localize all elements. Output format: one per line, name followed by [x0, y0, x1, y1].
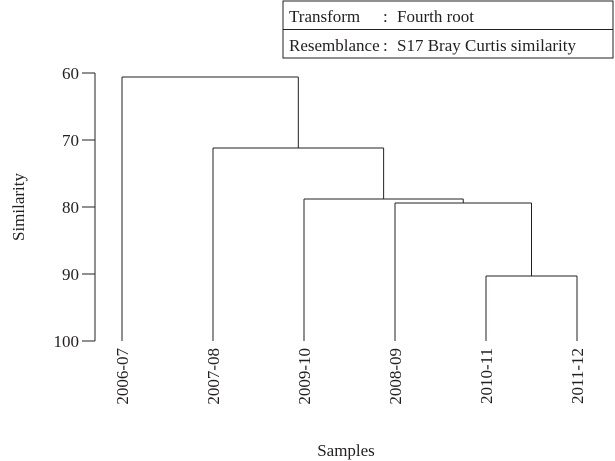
- y-tick-label: 80: [62, 198, 79, 217]
- legend-resemblance-value: S17 Bray Curtis similarity: [397, 36, 576, 55]
- leaf-labels: 2006-07 2007-08 2009-10 2008-09 2010-11 2011-…: [113, 348, 587, 405]
- y-axis-title: Similarity: [9, 173, 28, 242]
- y-tick-label: 90: [62, 265, 79, 284]
- legend-resemblance-key: Resemblance: [289, 36, 380, 55]
- y-tick-label: 100: [54, 332, 80, 351]
- leaf-label: 2007-08: [204, 348, 223, 405]
- legend-transform-key: Transform: [289, 7, 360, 26]
- legend-resemblance-separator: :: [383, 36, 388, 55]
- y-tick-label: 70: [62, 131, 79, 150]
- y-tick-label: 60: [62, 64, 79, 83]
- y-axis-ticks: 60 70 80 90 100: [54, 64, 95, 351]
- dendrogram-branches: [121, 76, 578, 341]
- leaf-label: 2008-09: [386, 348, 405, 405]
- x-axis-title: Samples: [317, 441, 375, 460]
- leaf-label: 2010-11: [477, 348, 496, 404]
- legend-transform-separator: :: [383, 7, 388, 26]
- legend-box: Transform : Fourth root Resemblance : S1…: [282, 0, 614, 59]
- leaf-label: 2011-12: [568, 348, 587, 404]
- leaf-label: 2009-10: [295, 348, 314, 405]
- legend-transform-value: Fourth root: [397, 7, 474, 26]
- leaf-label: 2006-07: [113, 348, 132, 405]
